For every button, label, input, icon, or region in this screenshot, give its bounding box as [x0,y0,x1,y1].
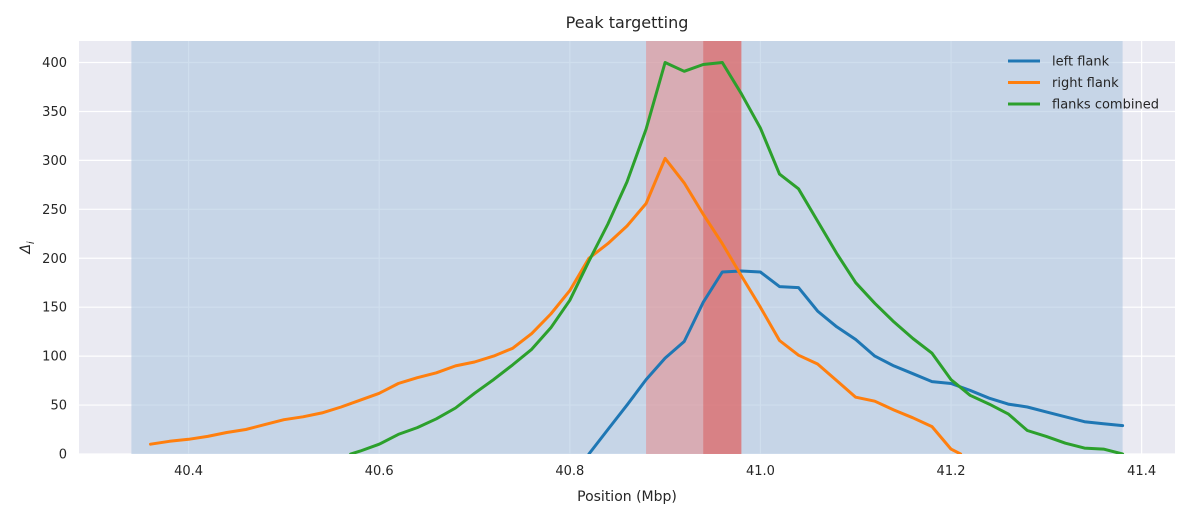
x-axis-title: Position (Mbp) [577,489,677,505]
legend-label-flanks-combined: flanks combined [1052,98,1159,113]
x-tick-label: 41.4 [1127,464,1156,479]
y-tick-label: 150 [42,301,67,316]
y-tick-label: 0 [59,448,67,463]
y-tick-label: 100 [42,350,67,365]
y-tick-label: 200 [42,252,67,267]
y-tick-label: 400 [42,56,67,71]
series-lines [149,61,1125,454]
y-axis-title: Δi [18,241,37,255]
y-axis-ticks: 0 50 100 150 200 250 300 350 400 [42,56,67,462]
series-line-right-flank [149,156,963,454]
y-tick-label: 350 [42,105,67,120]
y-tick-label: 300 [42,154,67,169]
series-line-flanks-combined [349,61,1125,454]
series-line-left-flank [587,269,1125,454]
x-tick-label: 41.2 [937,464,966,479]
x-tick-label: 40.6 [365,464,394,479]
legend-label-left-flank: left flank [1052,55,1110,70]
legend: left flank right flank flanks combined [1008,55,1159,113]
chart-title: Peak targetting [566,13,689,32]
x-tick-label: 40.8 [555,464,584,479]
y-axis-title-subscript: i [26,241,37,244]
highlight-span-2 [703,41,742,454]
legend-label-right-flank: right flank [1052,76,1119,91]
y-axis-title-main: Δ [18,244,34,255]
x-tick-label: 41.0 [746,464,775,479]
y-tick-label: 50 [50,399,67,414]
x-tick-label: 40.4 [174,464,203,479]
x-axis-ticks: 40.4 40.6 40.8 41.0 41.2 41.4 [174,464,1156,479]
y-tick-label: 250 [42,203,67,218]
